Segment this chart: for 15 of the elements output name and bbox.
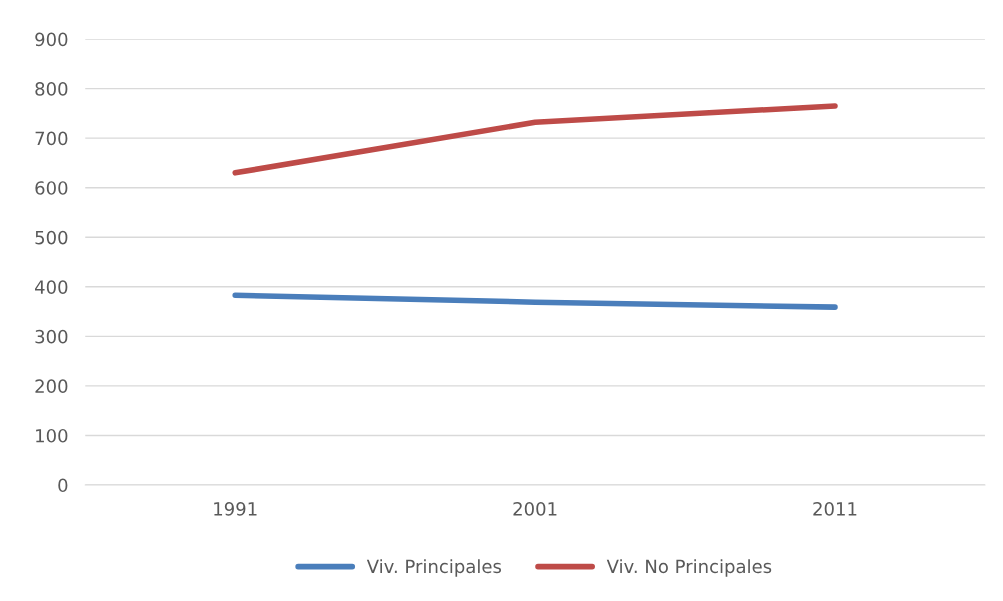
y-tick-label: 800 (35, 82, 68, 96)
y-tick-label: 400 (35, 280, 68, 294)
y-tick-label: 500 (35, 230, 68, 245)
y-tick-label: 700 (35, 131, 68, 146)
y-tick-label: 600 (35, 181, 68, 195)
legend-label: Viv. No Principales (606, 559, 772, 577)
y-tick-label: 100 (36, 428, 68, 443)
y-tick-label: 300 (35, 329, 68, 344)
y-tick-label: 0 (58, 478, 68, 493)
y-tick-label: 900 (35, 32, 68, 47)
x-tick-label: 1991 (214, 501, 257, 516)
x-tick-label: 2011 (813, 501, 857, 516)
y-tick-label: 200 (35, 379, 68, 394)
legend-label: Viv. Principales (366, 559, 502, 577)
x-tick-label: 2001 (513, 501, 557, 516)
